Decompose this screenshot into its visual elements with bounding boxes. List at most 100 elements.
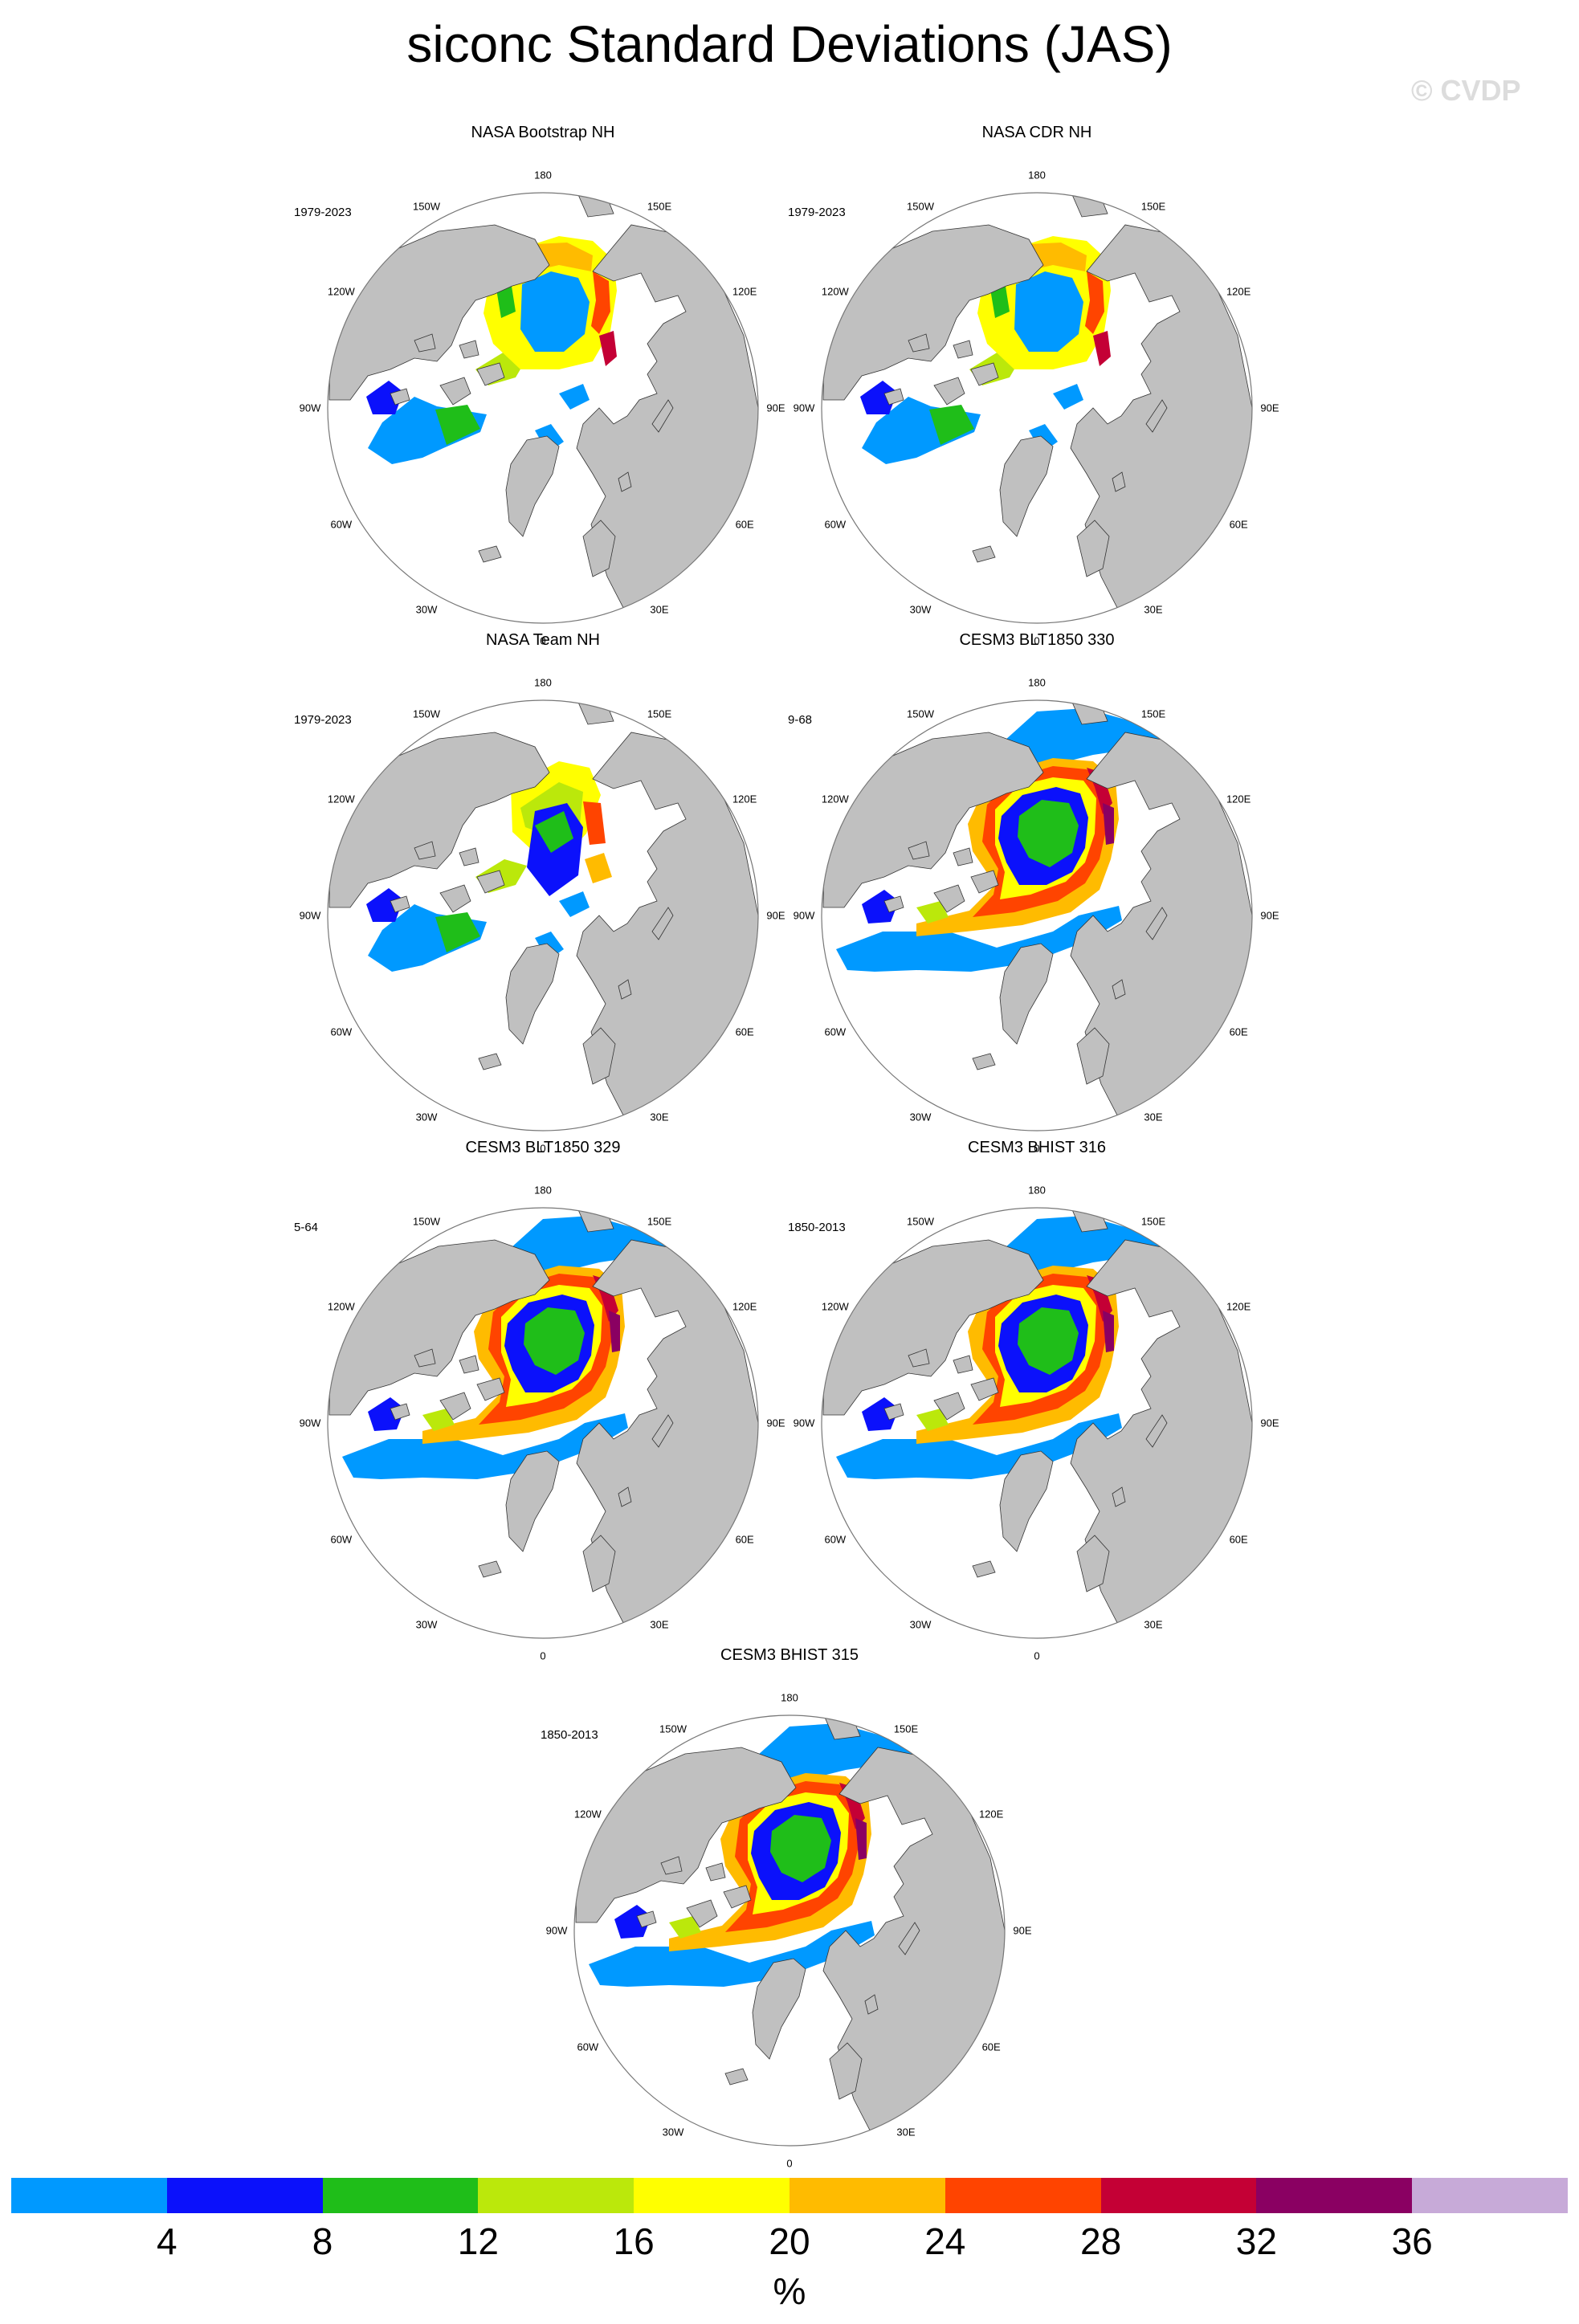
- colorbar-tick-label: 12: [457, 2220, 499, 2262]
- longitude-label: 120E: [1226, 285, 1251, 298]
- longitude-label: 60W: [330, 1025, 353, 1038]
- longitude-label: 120E: [732, 1300, 757, 1313]
- colorbar-tick-label: 4: [157, 2220, 177, 2262]
- longitude-label: 0: [540, 1649, 546, 1662]
- longitude-label: 90E: [1260, 402, 1279, 414]
- longitude-label: 150E: [647, 707, 672, 720]
- colorbar-box: [789, 2178, 945, 2213]
- land-mask: [328, 700, 758, 1131]
- panel-title: CESM3 BLT1850 329: [465, 1139, 621, 1156]
- figure-title: siconc Standard Deviations (JAS): [406, 15, 1173, 73]
- colorbar-box: [945, 2178, 1101, 2213]
- longitude-label: 0: [1034, 634, 1040, 647]
- longitude-label: 0: [1034, 1649, 1040, 1662]
- longitude-label: 90E: [1260, 909, 1279, 922]
- colorbar-box: [322, 2178, 479, 2213]
- panel-title: NASA Team NH: [486, 631, 600, 649]
- longitude-label: 120E: [1226, 1300, 1251, 1313]
- map-panel-cesm3-blt1850-330: 180 150E 120E 90E 60E 30E 0 30W 60W 90W 120W 150W CE…: [788, 631, 1286, 1164]
- longitude-label: 120E: [732, 793, 757, 805]
- longitude-label: 60E: [1229, 518, 1248, 531]
- panel-title: NASA CDR NH: [981, 124, 1092, 141]
- longitude-label: 150W: [907, 707, 934, 720]
- colorbar-tick-label: 32: [1235, 2220, 1277, 2262]
- longitude-label: 60E: [981, 2041, 1001, 2053]
- panel-period: 1979-2023: [294, 206, 352, 219]
- colorbar-tick-label: 36: [1391, 2220, 1433, 2262]
- longitude-label: 120W: [821, 793, 849, 805]
- land-mask: [575, 1715, 1005, 2146]
- colorbar-box: [166, 2178, 323, 2213]
- colorbar-tick-label: 16: [613, 2220, 655, 2262]
- panel-title: CESM3 BHIST 315: [720, 1646, 859, 1664]
- panel-title: NASA Bootstrap NH: [471, 124, 615, 141]
- colorbar-unit: %: [773, 2270, 806, 2312]
- land-mask: [822, 1208, 1252, 1638]
- longitude-label: 30E: [650, 1111, 669, 1123]
- colorbar-tick-label: 8: [312, 2220, 333, 2262]
- polar-map: [821, 699, 1253, 1131]
- polar-map: [821, 192, 1253, 624]
- longitude-label: 90W: [793, 402, 815, 414]
- longitude-label: 0: [786, 2157, 793, 2170]
- longitude-label: 120W: [327, 285, 355, 298]
- longitude-label: 60W: [330, 518, 353, 531]
- panel-period: 1850-2013: [788, 1221, 846, 1234]
- longitude-label: 60W: [577, 2041, 599, 2053]
- longitude-label: 90E: [766, 402, 785, 414]
- colorbar-box: [1412, 2178, 1568, 2213]
- polar-map: [327, 699, 759, 1131]
- polar-map: [327, 1207, 759, 1639]
- sea-ice-field: [836, 1216, 1165, 1479]
- colorbar-tick-label: 28: [1080, 2220, 1122, 2262]
- colorbar-box: [1100, 2178, 1257, 2213]
- longitude-label: 30W: [662, 2126, 684, 2138]
- longitude-label: 60W: [824, 1025, 847, 1038]
- longitude-label: 60W: [824, 518, 847, 531]
- land-mask: [328, 1208, 758, 1638]
- colorbar-tick-label: 24: [924, 2220, 966, 2262]
- longitude-label: 30W: [909, 1618, 932, 1631]
- map-panel-nasa-team: 180 150E 120E 90E 60E 30E 0 30W 60W 90W 120W 150W NA…: [294, 631, 792, 1164]
- map-boundary: [821, 1207, 1253, 1639]
- longitude-label: 0: [540, 1142, 546, 1155]
- longitude-label: 30E: [896, 2126, 916, 2138]
- longitude-label: 120W: [821, 1300, 849, 1313]
- longitude-label: 90W: [545, 1924, 568, 1937]
- longitude-label: 150W: [413, 1215, 440, 1228]
- colorbar-tick-label: 20: [769, 2220, 810, 2262]
- longitude-label: 150E: [1140, 707, 1166, 720]
- polar-map: [573, 1714, 1006, 2147]
- longitude-label: 150W: [659, 1723, 687, 1735]
- longitude-label: 60E: [735, 518, 754, 531]
- longitude-label: 90W: [299, 1417, 321, 1429]
- longitude-label: 120W: [327, 1300, 355, 1313]
- longitude-label: 150E: [893, 1723, 919, 1735]
- longitude-label: 30W: [415, 1111, 438, 1123]
- longitude-label: 60E: [735, 1533, 754, 1546]
- longitude-label: 30W: [909, 1111, 932, 1123]
- map-panel-nasa-bootstrap: 180 150E 120E 90E 60E 30E 0 30W 60W 90W 120W 150W NA…: [294, 124, 792, 657]
- longitude-label: 180: [534, 1184, 552, 1197]
- map-boundary: [327, 192, 759, 624]
- map-boundary: [573, 1714, 1006, 2147]
- colorbar-box: [634, 2178, 790, 2213]
- colorbar-box: [11, 2178, 167, 2213]
- panel-period: 9-68: [788, 713, 813, 727]
- longitude-label: 90E: [1013, 1924, 1032, 1937]
- panel-period: 1850-2013: [541, 1728, 598, 1742]
- longitude-label: 150W: [907, 200, 934, 213]
- map-panel-nasa-cdr: 180 150E 120E 90E 60E 30E 0 30W 60W 90W 120W 150W NA…: [788, 124, 1286, 657]
- panel-title: CESM3 BLT1850 330: [959, 631, 1115, 649]
- longitude-label: 180: [534, 169, 552, 181]
- panel-title: CESM3 BHIST 316: [968, 1139, 1106, 1156]
- longitude-label: 150W: [413, 707, 440, 720]
- longitude-label: 120W: [821, 285, 849, 298]
- land-mask: [822, 193, 1252, 623]
- longitude-label: 180: [1028, 169, 1046, 181]
- longitude-label: 150W: [907, 1215, 934, 1228]
- colorbar-box: [478, 2178, 634, 2213]
- map-boundary: [327, 1207, 759, 1639]
- longitude-label: 60W: [824, 1533, 847, 1546]
- longitude-label: 150E: [1140, 1215, 1166, 1228]
